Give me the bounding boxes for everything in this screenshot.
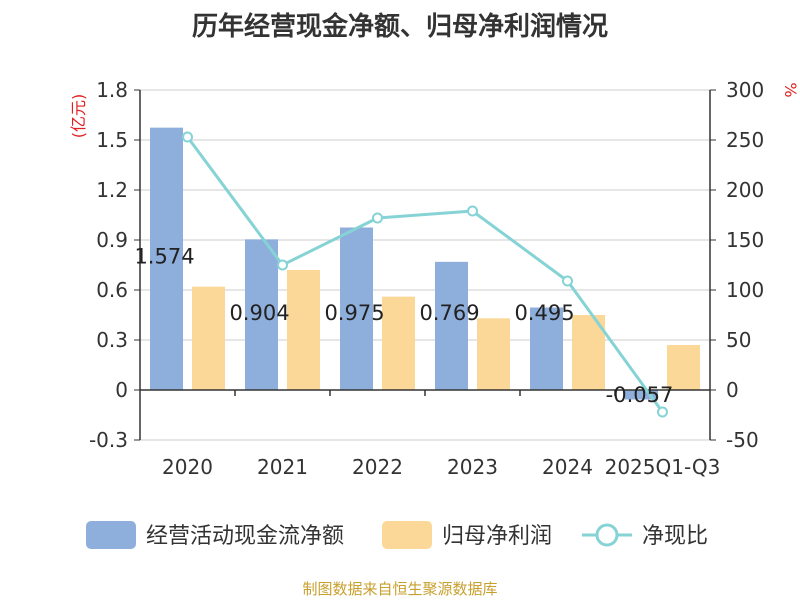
cashflow-bar	[530, 307, 563, 390]
axes: -0.3 0 0.3 0.6 0.9 1.2 1.5 1.8 -50 0 50 100 150 200 25…	[89, 78, 764, 479]
left-tick-label: 1.2	[96, 178, 128, 202]
left-tick-label: 0.3	[96, 328, 128, 352]
category-label: 2025Q1-Q3	[605, 455, 721, 479]
cashflow-bar	[150, 127, 183, 391]
netprofit-bar	[287, 270, 320, 390]
right-tick-label: 300	[726, 78, 764, 102]
legend: 经营活动现金流净额 归母净利润 净现比	[86, 521, 708, 549]
category-label: 2024	[542, 455, 593, 479]
netprofit-bar	[477, 318, 510, 390]
cashflow-value-label: 0.495	[514, 301, 574, 325]
netprofit-bar	[667, 345, 700, 390]
category-label: 2021	[257, 455, 308, 479]
left-axis-unit: (亿元)	[69, 94, 88, 139]
chart-title: 历年经营现金净额、归母净利润情况	[191, 12, 608, 42]
netprofit-bar	[192, 286, 225, 390]
ratio-point	[182, 131, 193, 143]
cashflow-bar	[625, 390, 658, 400]
ratio-point	[372, 212, 383, 224]
left-tick-label: -0.3	[89, 428, 128, 452]
right-tick-label: 150	[726, 228, 764, 252]
left-tick-label: 1.5	[96, 128, 128, 152]
data-labels: 1.574 0.904 0.975 0.769 0.495 -0.057	[134, 245, 673, 407]
right-tick-label: 100	[726, 278, 764, 302]
left-tick-label: 0.6	[96, 278, 128, 302]
right-tick-label: -50	[726, 428, 759, 452]
cashflow-bar	[340, 227, 373, 390]
cashflow-bar	[245, 239, 278, 390]
legend-label-cashflow: 经营活动现金流净额	[146, 524, 344, 549]
source-note: 制图数据来自恒生聚源数据库	[302, 580, 498, 598]
legend-label-ratio: 净现比	[642, 524, 708, 549]
cashflow-bar	[435, 261, 468, 390]
ratio-point	[277, 259, 288, 271]
ratio-polyline	[186, 136, 664, 413]
cashflow-value-label: -0.057	[606, 383, 674, 407]
legend-marker-ratio	[595, 523, 619, 547]
ratio-point	[562, 275, 573, 287]
right-axis-unit: %	[781, 82, 800, 97]
netprofit-bar	[382, 296, 415, 390]
right-tick-label: 50	[726, 328, 751, 352]
right-tick-label: 0	[726, 378, 739, 402]
ratio-line	[182, 131, 668, 418]
category-label: 2023	[447, 455, 498, 479]
right-tick-label: 200	[726, 178, 764, 202]
legend-label-netprofit: 归母净利润	[442, 524, 552, 549]
right-tick-label: 250	[726, 128, 764, 152]
category-label: 2022	[352, 455, 403, 479]
left-tick-label: 0	[115, 378, 128, 402]
cashflow-value-label: 0.769	[419, 301, 479, 325]
ratio-point	[657, 406, 668, 418]
left-tick-label: 1.8	[96, 78, 128, 102]
cashflow-value-label: 0.904	[229, 301, 289, 325]
cashflow-value-label: 0.975	[324, 301, 384, 325]
category-label: 2020	[162, 455, 213, 479]
left-tick-label: 0.9	[96, 228, 128, 252]
cashflow-value-label: 1.574	[134, 245, 194, 269]
ratio-point	[467, 205, 478, 217]
bars	[150, 127, 700, 400]
legend-swatch-netprofit	[382, 521, 432, 549]
legend-swatch-cashflow	[86, 521, 136, 549]
